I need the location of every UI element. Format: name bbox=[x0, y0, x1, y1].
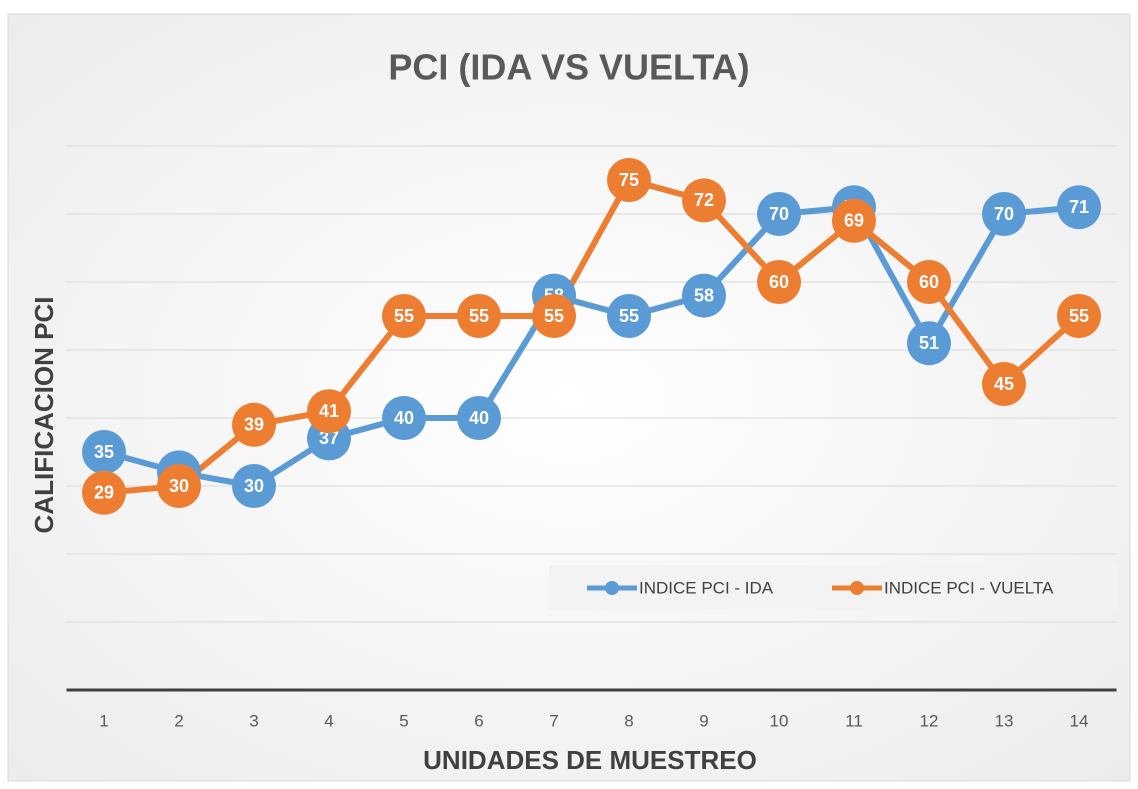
data-label: 70 bbox=[994, 204, 1014, 224]
data-label: 37 bbox=[319, 428, 339, 448]
x-tick-label: 9 bbox=[699, 711, 708, 730]
data-point bbox=[982, 192, 1026, 236]
x-tick-label: 2 bbox=[174, 711, 183, 730]
data-point bbox=[382, 294, 426, 338]
data-label: 60 bbox=[769, 272, 789, 292]
data-label: 75 bbox=[619, 170, 639, 190]
data-point bbox=[1057, 294, 1101, 338]
data-label: 55 bbox=[544, 306, 564, 326]
x-tick-label: 4 bbox=[324, 711, 333, 730]
x-tick-label: 11 bbox=[845, 711, 863, 730]
data-point bbox=[832, 198, 876, 243]
data-point bbox=[1057, 185, 1101, 230]
data-point bbox=[307, 389, 351, 434]
data-label: 60 bbox=[919, 272, 939, 292]
data-label: 70 bbox=[769, 204, 789, 224]
data-point bbox=[907, 260, 951, 304]
x-tick-label: 14 bbox=[1070, 711, 1089, 730]
x-tick-label: 7 bbox=[549, 711, 558, 730]
data-label: 55 bbox=[469, 306, 489, 326]
data-label: 40 bbox=[394, 408, 414, 428]
x-tick-label: 8 bbox=[624, 711, 633, 730]
x-tick-label: 10 bbox=[770, 711, 789, 730]
data-point bbox=[907, 321, 951, 366]
x-axis-label: UNIDADES DE MUESTREO bbox=[423, 745, 757, 775]
data-point bbox=[157, 464, 201, 508]
data-label: 39 bbox=[244, 415, 264, 435]
legend-label: INDICE PCI - IDA bbox=[639, 578, 774, 597]
data-point bbox=[382, 396, 426, 440]
data-label: 29 bbox=[94, 483, 114, 503]
data-label: 58 bbox=[694, 285, 714, 305]
data-label: 55 bbox=[394, 306, 414, 326]
data-label: 55 bbox=[1069, 306, 1089, 326]
x-tick-label: 5 bbox=[399, 711, 408, 730]
data-point bbox=[82, 430, 126, 474]
data-label: 40 bbox=[469, 408, 489, 428]
x-tick-label: 3 bbox=[249, 711, 258, 730]
data-point bbox=[232, 464, 276, 508]
data-label: 30 bbox=[244, 476, 264, 496]
chart-title: PCI (IDA VS VUELTA) bbox=[388, 47, 749, 88]
data-point bbox=[682, 273, 726, 318]
x-tick-label: 13 bbox=[995, 711, 1014, 730]
data-point bbox=[982, 362, 1026, 406]
legend-label: INDICE PCI - VUELTA bbox=[884, 578, 1054, 597]
data-label: 35 bbox=[94, 442, 114, 462]
data-point bbox=[457, 294, 501, 338]
data-point bbox=[457, 396, 501, 440]
y-axis-label: CALIFICACION PCI bbox=[29, 297, 59, 534]
legend-marker bbox=[850, 581, 864, 595]
data-point bbox=[607, 158, 651, 202]
data-label: 71 bbox=[1069, 197, 1089, 217]
data-label: 55 bbox=[619, 306, 639, 326]
data-point bbox=[607, 294, 651, 338]
data-label: 30 bbox=[169, 476, 189, 496]
data-point bbox=[682, 178, 726, 223]
data-point bbox=[757, 260, 801, 304]
x-tick-label: 12 bbox=[920, 711, 939, 730]
chart-area bbox=[7, 13, 1131, 782]
data-label: 45 bbox=[994, 374, 1014, 394]
legend-marker bbox=[605, 581, 619, 595]
data-label: 51 bbox=[919, 333, 939, 353]
data-point bbox=[232, 402, 276, 447]
x-tick-label: 1 bbox=[99, 711, 108, 730]
data-label: 41 bbox=[319, 401, 339, 421]
data-point bbox=[82, 470, 126, 515]
data-label: 69 bbox=[844, 211, 864, 231]
data-point bbox=[532, 294, 576, 338]
x-tick-label: 6 bbox=[474, 711, 483, 730]
data-label: 72 bbox=[694, 190, 714, 210]
data-point bbox=[757, 192, 801, 236]
